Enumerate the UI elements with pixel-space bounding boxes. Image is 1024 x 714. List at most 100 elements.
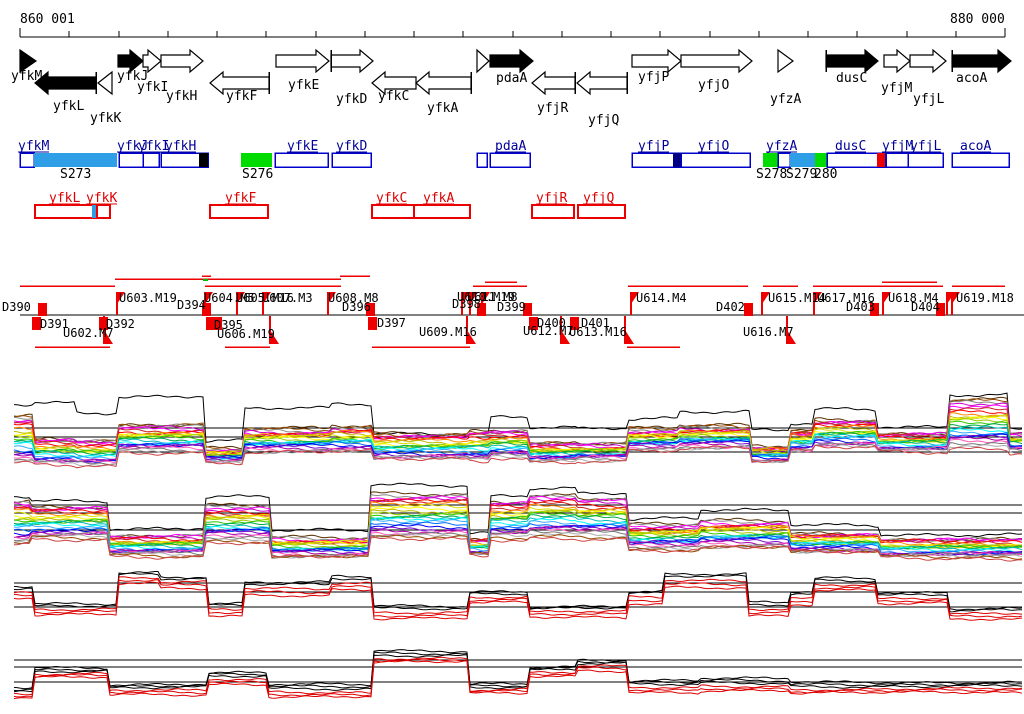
gene-label-yfkA: yfkA — [427, 101, 458, 116]
probe-label-U612.M7: U612.M7 — [523, 324, 574, 338]
gene-arrow-yfkJ[interactable] — [117, 48, 144, 74]
gene-arrow-yfjP[interactable] — [631, 48, 682, 74]
probe-label-U604.M5: U604.M5 — [204, 291, 255, 305]
gene-label-yfjP: yfjP — [638, 70, 669, 85]
expression-profile-series — [13, 412, 1023, 456]
probe-flag-square — [206, 317, 215, 330]
profile-selected-conditions-1 — [13, 571, 1023, 621]
probe-flag-square — [523, 303, 532, 316]
segment-link-yfkC[interactable]: yfkC — [376, 191, 407, 206]
segment-box — [531, 204, 575, 219]
gene-arrow-yfjO[interactable] — [680, 48, 753, 74]
segment-link-yfjL[interactable]: yfjL — [910, 139, 941, 154]
segment-link-yfjM[interactable]: yfjM — [882, 139, 913, 154]
expression-profile-series — [13, 506, 1023, 549]
segment-box-black — [199, 153, 208, 167]
segment-link-yfkH[interactable]: yfkH — [165, 139, 196, 154]
segment-box — [577, 204, 626, 219]
gene-arrow-yfkI[interactable] — [142, 48, 162, 74]
gene-arrow-yfzA[interactable] — [777, 48, 795, 74]
expression-profile-series — [13, 579, 1023, 618]
segment-link-yfkI[interactable]: yfkI — [138, 139, 169, 154]
gene-label-yfkK: yfkK — [90, 111, 121, 126]
probe-down-flag — [467, 330, 476, 344]
expression-profile-series — [13, 654, 1023, 693]
probe-label-D399: D399 — [497, 300, 526, 314]
segment-id-label-S276: S276 — [242, 167, 273, 182]
segment-link-yfjR[interactable]: yfjR — [536, 191, 567, 206]
expression-profile-series — [13, 511, 1023, 550]
segment-track-reverse: yfkL yfkK yfkF yfkC yfkA yfjR yfjQ — [34, 191, 626, 219]
probe-label-U618.M4: U618.M4 — [888, 291, 939, 305]
gene-arrow-yfjQ[interactable] — [576, 70, 628, 96]
gene-label-yfjQ: yfjQ — [588, 113, 619, 128]
gene-label-yfkE: yfkE — [288, 78, 319, 93]
gene-arrow-dusC[interactable] — [825, 48, 879, 74]
gene-arrow-acoA[interactable] — [951, 48, 1012, 74]
gene-arrow-yfkK[interactable] — [97, 70, 113, 96]
segment-box-green — [815, 153, 827, 167]
gene-label-yfjO: yfjO — [698, 78, 729, 93]
gene-label-yfjR: yfjR — [537, 101, 568, 116]
gene-arrow-yfkM[interactable] — [19, 48, 38, 74]
segment-link-yfkF[interactable]: yfkF — [225, 191, 256, 206]
probe-flag-square — [870, 303, 879, 316]
gene-arrow-yfkC[interactable] — [371, 70, 417, 96]
gene-label-yfjL: yfjL — [913, 92, 944, 107]
segment-link-yfkA[interactable]: yfkA — [423, 191, 454, 206]
segment-link-acoA[interactable]: acoA — [960, 139, 991, 154]
segment-box — [907, 152, 944, 168]
expression-profile-series — [13, 515, 1023, 553]
gene-arrow-yfkA[interactable] — [415, 70, 472, 96]
expression-profile-series — [13, 581, 1023, 621]
expression-profile-series — [13, 438, 1023, 464]
segment-link-yfkE[interactable]: yfkE — [287, 139, 318, 154]
segment-link-yfjO[interactable]: yfjO — [698, 139, 729, 154]
expression-profile-series — [13, 572, 1022, 613]
segment-link-yfkD[interactable]: yfkD — [336, 139, 367, 154]
gene-arrow-yfjM[interactable] — [883, 48, 911, 74]
profile-selected-conditions-2 — [13, 649, 1023, 700]
probe-flag-square — [368, 317, 377, 330]
expression-profile-series — [13, 436, 1023, 463]
gene-arrow-yfkF[interactable] — [209, 70, 270, 96]
expression-profile-series — [13, 423, 1023, 458]
segment-box — [489, 152, 531, 168]
gene-label-yfjM: yfjM — [881, 81, 912, 96]
gene-arrow-unnamed[interactable] — [476, 48, 490, 74]
segment-id-label-S273: S273 — [60, 167, 91, 182]
probe-flag-square — [570, 317, 579, 330]
probe-label-U607.M3: U607.M3 — [262, 291, 313, 305]
segment-link-yfkM[interactable]: yfkM — [18, 139, 49, 154]
profile-all-conditions-2 — [13, 482, 1023, 562]
segment-link-yfzA[interactable]: yfzA — [766, 139, 797, 154]
probe-down-flag — [104, 330, 113, 344]
segment-box — [34, 204, 98, 219]
gene-arrow-yfjL[interactable] — [909, 48, 947, 74]
probe-flag-square — [744, 303, 753, 316]
expression-profile-series — [13, 532, 1023, 560]
segment-link-yfjP[interactable]: yfjP — [638, 139, 669, 154]
gene-arrow-yfjR[interactable] — [531, 70, 576, 96]
segment-link-yfkJ[interactable]: yfkJ — [117, 139, 148, 154]
probe-label-D397: D397 — [377, 316, 406, 330]
probe-flag-square — [38, 303, 47, 316]
segment-link-yfjQ[interactable]: yfjQ — [583, 191, 614, 206]
segment-box-navy — [673, 153, 681, 167]
gene-arrow-pdaA[interactable] — [489, 48, 534, 74]
segment-box — [680, 152, 751, 168]
segment-link-yfkK[interactable]: yfkK — [86, 191, 117, 206]
gene-arrow-yfkE[interactable] — [275, 48, 330, 74]
gene-arrow-yfkH[interactable] — [160, 48, 204, 74]
probe-label-U617.M16: U617.M16 — [817, 291, 875, 305]
gene-arrow-yfkD[interactable] — [330, 48, 374, 74]
expression-profile-series — [13, 498, 1023, 545]
probe-down-flag — [625, 330, 634, 344]
segment-box — [476, 152, 488, 168]
gene-arrow-yfkL[interactable] — [34, 70, 97, 96]
segment-link-pdaA[interactable]: pdaA — [495, 139, 526, 154]
segment-link-dusC[interactable]: dusC — [835, 139, 866, 154]
segment-box — [331, 152, 372, 168]
segment-link-yfkL[interactable]: yfkL — [49, 191, 80, 206]
